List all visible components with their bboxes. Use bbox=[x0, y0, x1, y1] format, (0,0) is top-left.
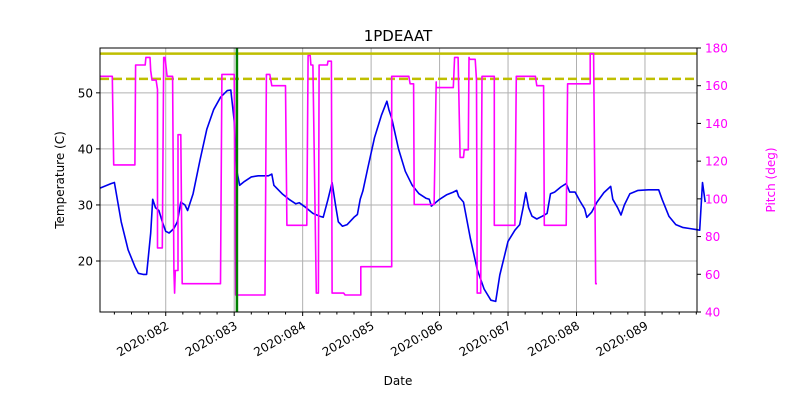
y2-tick-label: 60 bbox=[705, 268, 720, 282]
y-tick-label: 40 bbox=[78, 142, 93, 156]
y2-tick-label: 120 bbox=[705, 155, 728, 169]
y-axis-left-label: Temperature (C) bbox=[53, 131, 67, 230]
y2-tick-label: 180 bbox=[705, 42, 728, 56]
y-tick-label: 20 bbox=[78, 254, 93, 268]
limit-lines bbox=[100, 52, 697, 81]
chart-title: 1PDEAAT bbox=[364, 27, 433, 45]
y2-tick-label: 80 bbox=[705, 230, 720, 244]
y2-tick-label: 160 bbox=[705, 79, 728, 93]
y2-tick-label: 100 bbox=[705, 192, 728, 206]
x-axis-label: Date bbox=[384, 374, 413, 388]
y2-tick-label: 40 bbox=[705, 306, 720, 320]
pitch-series-line bbox=[100, 52, 597, 296]
data-series bbox=[99, 52, 706, 303]
y-tick-label: 50 bbox=[78, 86, 93, 100]
y-axis-right: 40 60 80 100 120 140 160 180 bbox=[697, 42, 728, 320]
y-axis-right-label: Pitch (deg) bbox=[764, 147, 778, 212]
y-tick-label: 30 bbox=[78, 198, 93, 212]
y-axis-left: 20 30 40 50 bbox=[78, 86, 100, 268]
y2-tick-label: 140 bbox=[705, 117, 728, 131]
plot-frame bbox=[99, 47, 698, 313]
